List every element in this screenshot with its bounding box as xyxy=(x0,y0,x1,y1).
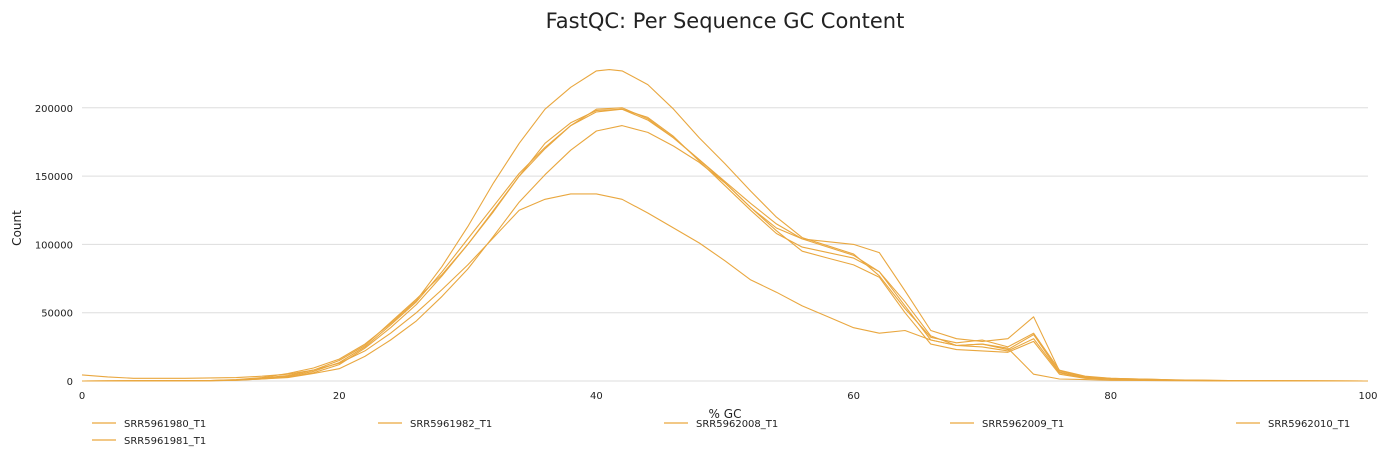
y-tick-label: 200000 xyxy=(35,104,73,115)
legend-item[interactable]: SRR5962010_T1 xyxy=(1236,419,1350,430)
legend: SRR5961980_T1 SRR5961982_T1 SRR5962008_T1 S… xyxy=(92,419,1350,447)
series-line-SRR5961980_T1 xyxy=(81,193,1369,382)
gridlines xyxy=(82,107,1368,382)
series-line-SRR5962008_T1 xyxy=(81,108,1369,382)
series-line-SRR5962009_T1 xyxy=(81,108,1369,382)
legend-label: SRR5961982_T1 xyxy=(410,419,492,430)
series-line-SRR5962010_T1 xyxy=(81,107,1369,382)
legend-label: SRR5961980_T1 xyxy=(124,419,206,430)
x-tick-label: 0 xyxy=(79,391,85,402)
series-lines xyxy=(81,69,1369,382)
x-tick-label: 60 xyxy=(847,391,860,402)
series-line-SRR5961981_T1 xyxy=(81,69,1369,382)
legend-item[interactable]: SRR5961982_T1 xyxy=(378,419,492,430)
legend-label: SRR5962008_T1 xyxy=(696,419,778,430)
x-tick-label: 80 xyxy=(1104,391,1117,402)
y-tick-label: 100000 xyxy=(35,240,73,251)
legend-item[interactable]: SRR5961981_T1 xyxy=(92,436,206,447)
series-line-SRR5961982_T1 xyxy=(81,125,1369,382)
y-tick-label: 50000 xyxy=(41,309,73,320)
legend-label: SRR5962010_T1 xyxy=(1268,419,1350,430)
y-axis-label: Count xyxy=(10,210,24,246)
legend-item[interactable]: SRR5962009_T1 xyxy=(950,419,1064,430)
legend-label: SRR5961981_T1 xyxy=(124,436,206,447)
chart-title: FastQC: Per Sequence GC Content xyxy=(546,9,905,33)
y-tick-label: 0 xyxy=(67,377,73,388)
x-axis-label: % GC xyxy=(709,407,742,421)
y-tick-labels: 0 50000 100000 150000 200000 xyxy=(35,104,73,388)
y-tick-label: 150000 xyxy=(35,172,73,183)
x-tick-labels: 0 20 40 60 80 100 xyxy=(79,391,1378,402)
legend-label: SRR5962009_T1 xyxy=(982,419,1064,430)
x-tick-label: 40 xyxy=(590,391,603,402)
legend-item[interactable]: SRR5961980_T1 xyxy=(92,419,206,430)
x-tick-label: 20 xyxy=(333,391,346,402)
legend-item[interactable]: SRR5962008_T1 xyxy=(664,419,778,430)
x-tick-label: 100 xyxy=(1358,391,1377,402)
